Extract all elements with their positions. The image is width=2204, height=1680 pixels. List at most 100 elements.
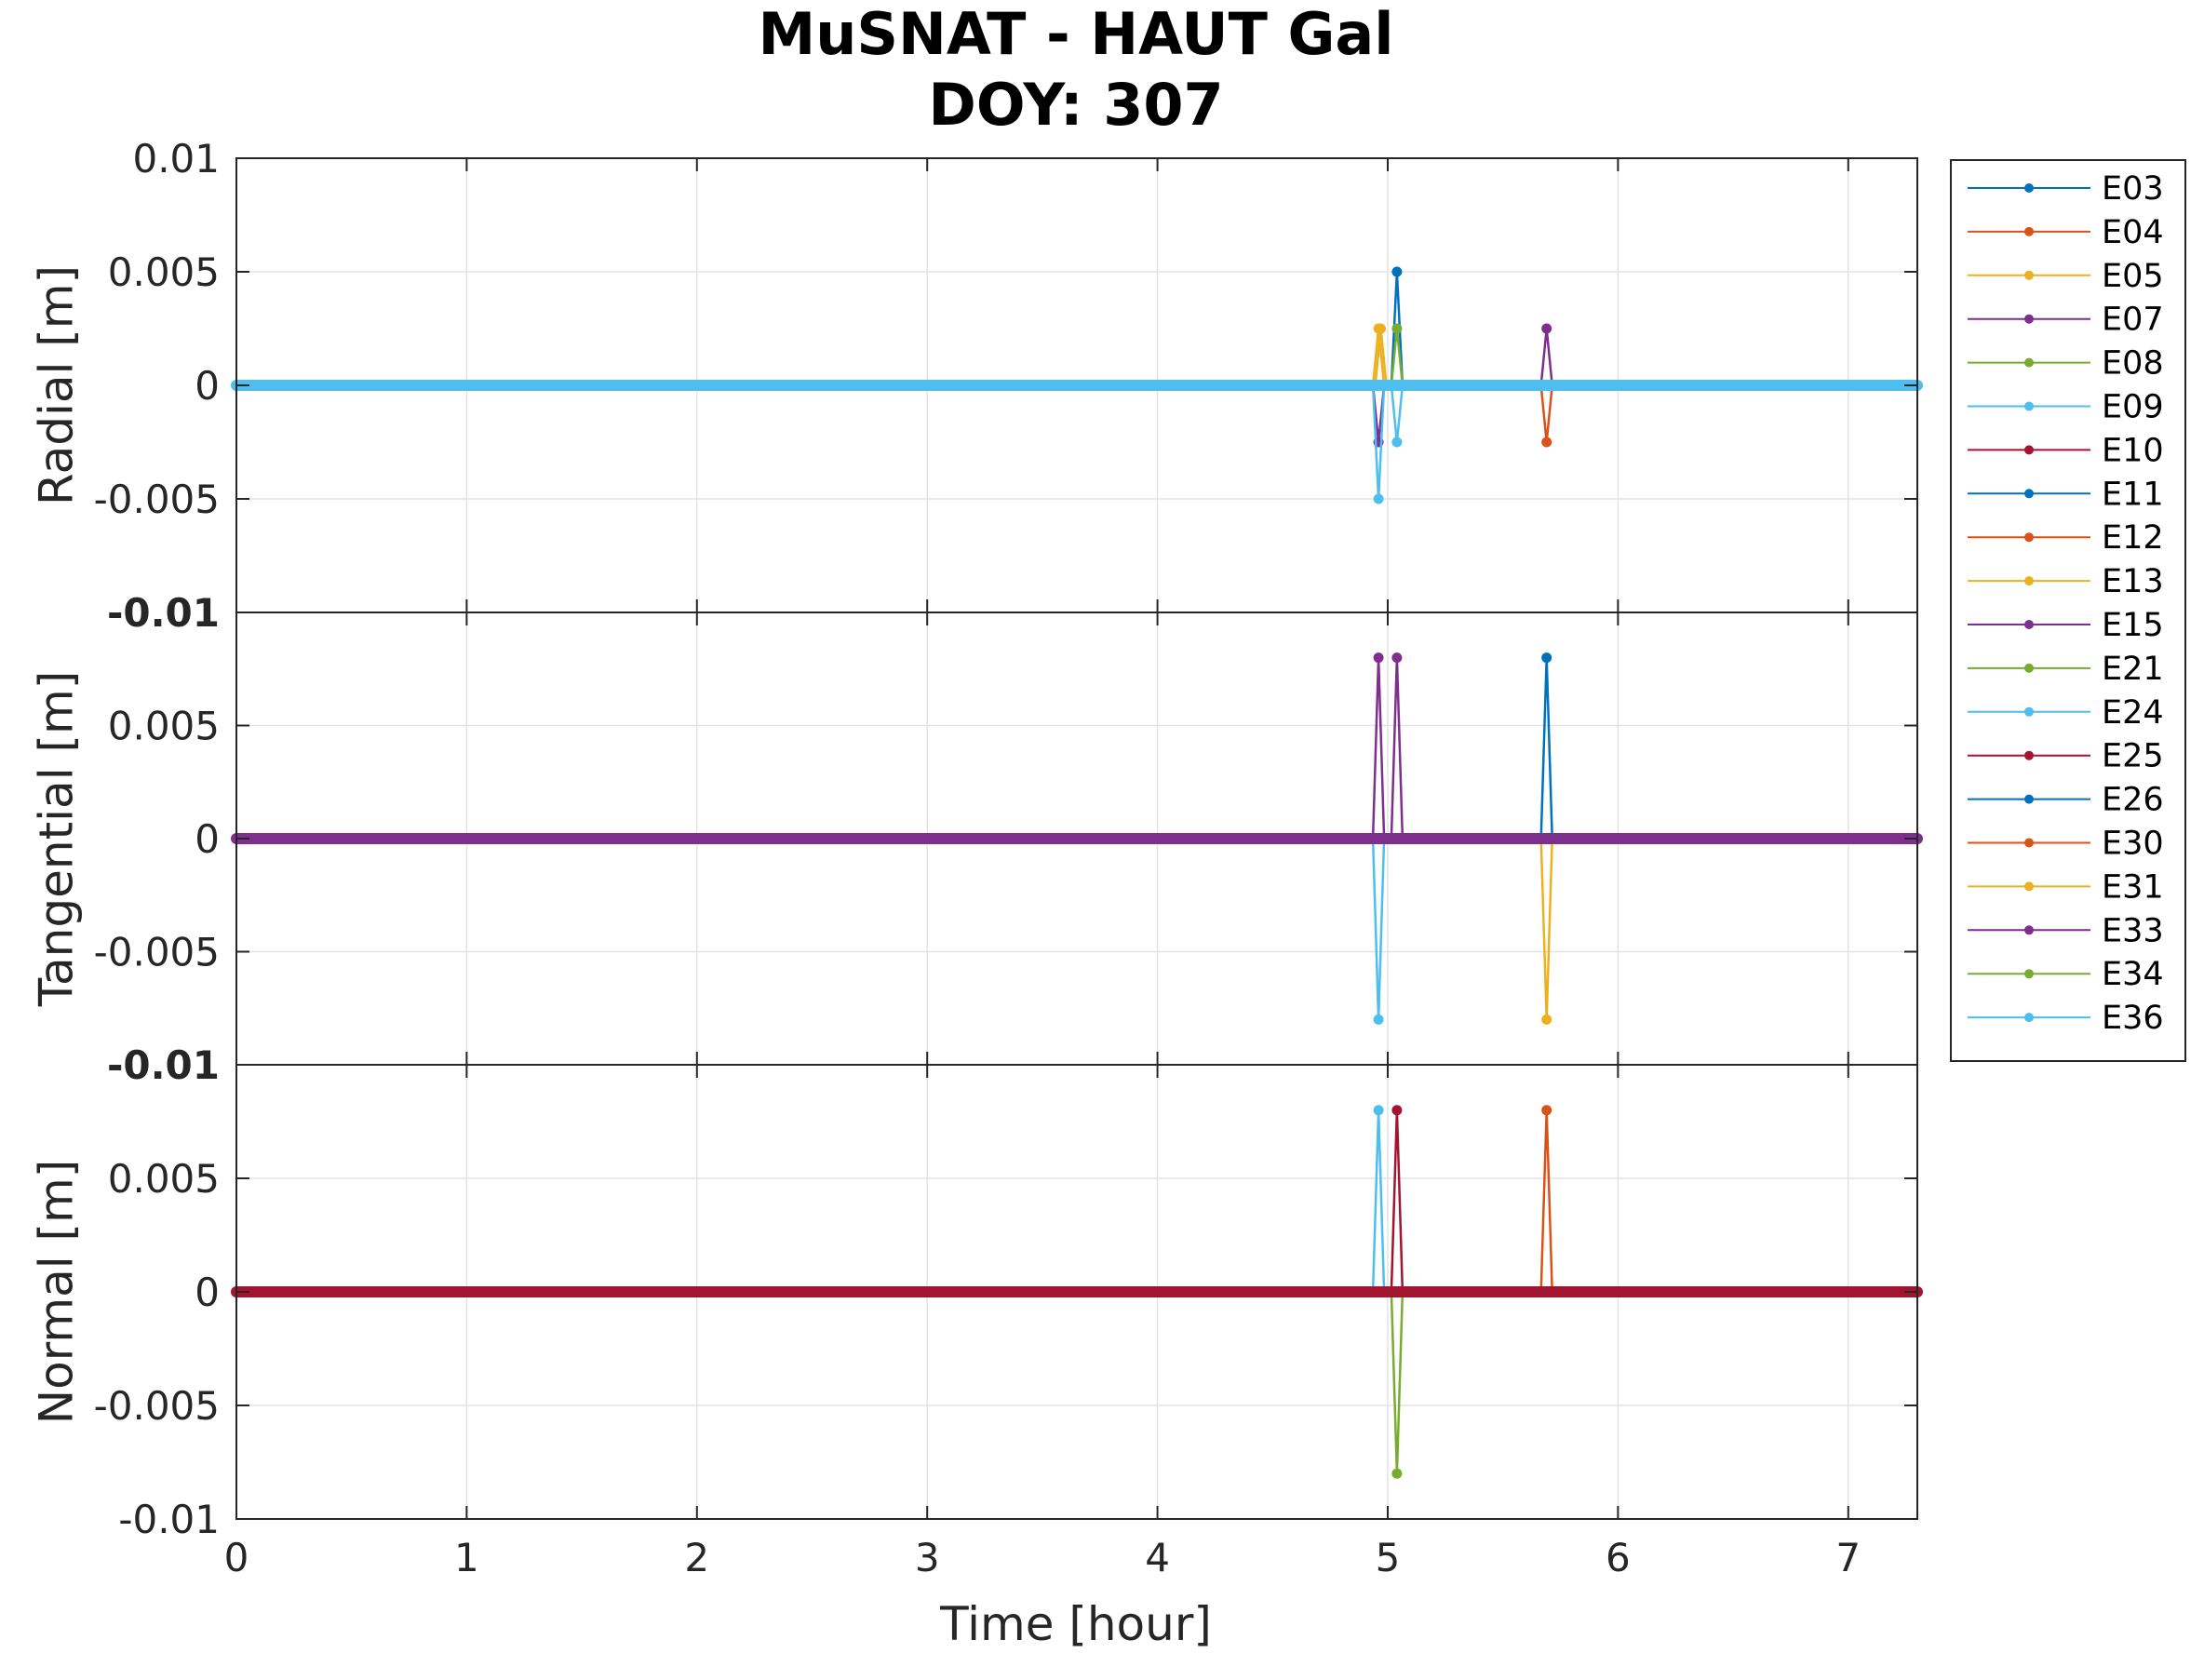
x-tick-label: 7 xyxy=(1835,1535,1861,1580)
legend-marker xyxy=(2024,925,2034,935)
y-tick-label: 0 xyxy=(195,1270,220,1315)
legend-item-E34: E34 xyxy=(1968,956,2164,993)
legend-marker xyxy=(2024,838,2034,848)
legend-item-E12: E12 xyxy=(1968,519,2164,557)
legend-marker xyxy=(2024,445,2034,455)
legend-label: E12 xyxy=(2102,519,2164,557)
spike-line-E04 xyxy=(1539,384,1553,443)
legend-marker xyxy=(2024,401,2034,411)
y-tick-label: 0.005 xyxy=(108,704,220,749)
subplot-1: 0.01 0.005 0 -0.005 -0.01 Radial [m] xyxy=(30,136,1923,636)
legend-item-E11: E11 xyxy=(1968,476,2164,513)
data-point-E13 xyxy=(1376,323,1387,334)
y-tick-label: -0.01 xyxy=(118,1497,220,1542)
x-tick-label: 4 xyxy=(1145,1535,1170,1580)
legend-item-E30: E30 xyxy=(1968,826,2164,863)
y-tick-label: -0.005 xyxy=(94,477,220,522)
legend-label: E36 xyxy=(2102,1000,2164,1037)
legend-item-E21: E21 xyxy=(1968,651,2164,688)
y-tick-label: -0.005 xyxy=(94,930,220,975)
legend-label: E05 xyxy=(2102,258,2164,295)
data-point-E24 xyxy=(1373,1014,1384,1025)
y-axis-label: Tangential [m] xyxy=(30,671,84,1007)
data-point-E33 xyxy=(1391,652,1403,664)
legend-label: E24 xyxy=(2102,694,2164,732)
legend-item-E33: E33 xyxy=(1968,912,2164,949)
legend-label: E07 xyxy=(2102,302,2164,339)
legend-marker xyxy=(2024,794,2034,804)
legend-item-E03: E03 xyxy=(1968,170,2164,208)
legend-label: E30 xyxy=(2102,826,2164,863)
legend-marker xyxy=(2024,663,2034,673)
y-axis-label: Normal [m] xyxy=(30,1160,84,1425)
y-tick-label: 0.005 xyxy=(108,249,220,295)
legend-label: E13 xyxy=(2102,563,2164,600)
x-tick-label: 0 xyxy=(224,1535,249,1580)
spike-line-E24 xyxy=(1371,838,1386,1020)
y-tick-label: -0.005 xyxy=(94,1383,220,1429)
y-tick-label: -0.01 xyxy=(107,1042,220,1088)
legend-label: E26 xyxy=(2102,782,2164,819)
legend-item-E05: E05 xyxy=(1968,258,2164,295)
legend-item-E25: E25 xyxy=(1968,738,2164,775)
y-tick-label: 0.01 xyxy=(132,136,220,181)
legend-item-E08: E08 xyxy=(1968,345,2164,383)
legend-label: E04 xyxy=(2102,214,2164,251)
data-point-E25 xyxy=(1391,1105,1403,1116)
legend-label: E10 xyxy=(2102,432,2164,469)
chart-title-line-2: DOY: 307 xyxy=(928,71,1223,139)
legend-marker xyxy=(2024,314,2034,324)
legend-marker xyxy=(2024,706,2034,717)
data-point-E09 xyxy=(1373,1105,1384,1116)
y-tick-label: 0 xyxy=(195,363,220,409)
legend-label: E25 xyxy=(2102,738,2164,775)
legend-item-E36: E36 xyxy=(1968,1000,2164,1037)
data-point-E04 xyxy=(1541,437,1552,448)
legend-item-E10: E10 xyxy=(1968,432,2164,469)
legend-marker xyxy=(2024,576,2034,586)
data-point-E07 xyxy=(1373,652,1384,664)
legend-marker xyxy=(2024,620,2034,629)
x-tick-label: 5 xyxy=(1376,1535,1401,1580)
chart-title-line-1: MuSNAT - HAUT Gal xyxy=(759,0,1394,68)
subplot-2: 0.005 0 -0.005 -0.01 Tangential [m] xyxy=(30,612,1923,1088)
spike-line-E36 xyxy=(1390,384,1404,443)
spike-line-E21 xyxy=(1390,1291,1404,1474)
x-axis-label: Time [hour] xyxy=(939,1597,1212,1651)
x-tick-label: 6 xyxy=(1606,1535,1631,1580)
legend-item-E15: E15 xyxy=(1968,607,2164,644)
spike-line-E33 xyxy=(1539,328,1553,386)
legend-item-E31: E31 xyxy=(1968,868,2164,906)
legend-label: E15 xyxy=(2102,607,2164,644)
legend-item-E07: E07 xyxy=(1968,302,2164,339)
legend-marker xyxy=(2024,183,2034,193)
legend-label: E11 xyxy=(2102,476,2164,513)
spike-line-E33 xyxy=(1390,657,1404,840)
spike-line-E13 xyxy=(1539,838,1553,1020)
legend-label: E08 xyxy=(2102,345,2164,383)
data-point-E13 xyxy=(1541,1014,1552,1025)
y-axis-label: Radial [m] xyxy=(30,265,84,505)
legend-item-E09: E09 xyxy=(1968,389,2164,426)
legend-item-E26: E26 xyxy=(1968,782,2164,819)
legend: E03 E04 E05 E07 E08 E09 E10 E11 E12 E13 E15 E21 E24 E… xyxy=(1950,159,2186,1062)
data-point-E11 xyxy=(1541,652,1552,664)
data-point-E04 xyxy=(1541,1105,1552,1116)
legend-marker xyxy=(2024,270,2034,280)
y-tick-label: -0.01 xyxy=(107,590,220,636)
legend-marker xyxy=(2024,1013,2034,1023)
legend-label: E34 xyxy=(2102,956,2164,993)
legend-box xyxy=(1950,159,2186,1062)
y-tick-label: 0.005 xyxy=(108,1156,220,1202)
legend-marker xyxy=(2024,357,2034,368)
legend-marker xyxy=(2024,881,2034,892)
legend-marker xyxy=(2024,969,2034,979)
legend-marker xyxy=(2024,226,2034,236)
spike-line-E25 xyxy=(1390,1109,1404,1293)
spike-line-E07 xyxy=(1371,657,1386,840)
legend-label: E03 xyxy=(2102,170,2164,208)
data-point-E09 xyxy=(1373,493,1384,504)
legend-item-E04: E04 xyxy=(1968,214,2164,251)
